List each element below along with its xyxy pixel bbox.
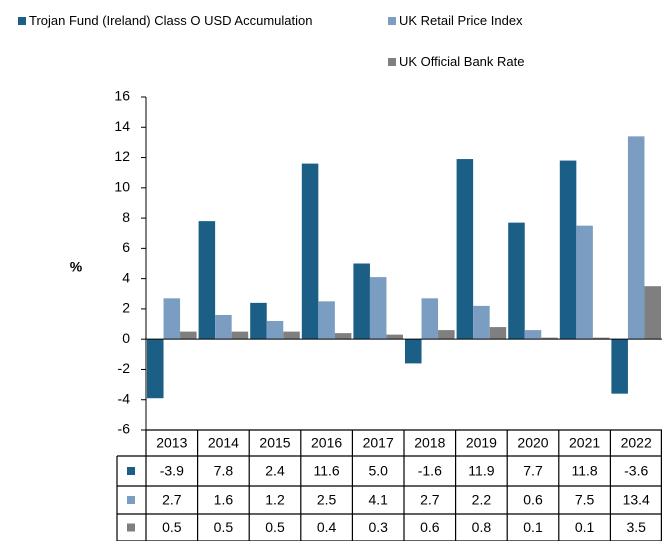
x-tick-label: 2014 (208, 435, 239, 451)
x-tick-label: 2017 (363, 435, 394, 451)
table-cell: 11.9 (468, 463, 494, 479)
table-cell: 0.6 (420, 519, 440, 535)
table-cell: 0.3 (368, 519, 388, 535)
bar (456, 159, 474, 340)
bar (215, 314, 232, 340)
x-tick-label: 2013 (156, 435, 187, 451)
bar (386, 334, 403, 340)
bar (334, 333, 352, 340)
legend-label: UK Official Bank Rate (399, 54, 525, 69)
legend-item: UK Retail Price Index (388, 13, 523, 28)
table-cell: 0.8 (472, 519, 492, 535)
y-tick-label: 4 (122, 269, 130, 285)
table-cell: 2.2 (472, 492, 492, 508)
table-cell: 1.6 (214, 492, 234, 508)
y-tick-label: 8 (122, 209, 130, 225)
table-cell: 11.8 (571, 463, 597, 479)
table-cell: 7.7 (523, 463, 543, 479)
table-cell: -1.6 (418, 463, 442, 479)
table-cell: 2.4 (265, 463, 285, 479)
x-tick-label: 2019 (466, 435, 497, 451)
bar (508, 222, 525, 340)
bar (421, 298, 439, 340)
table-cell: 3.5 (626, 519, 646, 535)
legend-swatch (18, 17, 26, 25)
bar (473, 305, 490, 340)
x-tick-label: 2020 (517, 435, 548, 451)
bar (524, 330, 542, 340)
bar (438, 330, 455, 340)
legend-label: UK Retail Price Index (399, 13, 523, 28)
bar (489, 327, 507, 340)
table-cell: 5.0 (368, 463, 388, 479)
x-tick-label: 2018 (414, 435, 445, 451)
x-tick-label: 2015 (259, 435, 290, 451)
y-tick-label: 16 (114, 88, 130, 104)
legend-item: UK Official Bank Rate (388, 54, 525, 69)
table-cell: 2.7 (162, 492, 182, 508)
bar (405, 339, 422, 364)
table-cell: 11.6 (313, 463, 339, 479)
bar (611, 339, 628, 394)
y-tick-label: 12 (114, 148, 130, 164)
table-cell: -3.6 (624, 463, 648, 479)
legend-label: Trojan Fund (Ireland) Class O USD Accumu… (29, 13, 313, 28)
y-axis-label: % (70, 259, 83, 275)
table-cell: 2.5 (317, 492, 337, 508)
bar (369, 277, 387, 340)
table-cell: 1.2 (265, 492, 285, 508)
y-tick-label: 2 (122, 300, 130, 316)
table-cell: 0.5 (214, 519, 234, 535)
bar (147, 339, 164, 399)
bar (644, 286, 661, 340)
table-cell: 0.5 (162, 519, 182, 535)
x-tick-label: 2021 (569, 435, 600, 451)
table-cell: 7.5 (575, 492, 595, 508)
table-cell: 0.1 (523, 519, 543, 535)
bar (231, 331, 249, 340)
y-tick-label: -4 (118, 390, 131, 406)
y-tick-label: 10 (114, 179, 130, 195)
table-swatch (127, 496, 135, 504)
bar (592, 337, 610, 340)
bar (541, 337, 558, 340)
table-cell: 13.4 (623, 492, 650, 508)
table-cell: 4.1 (368, 492, 388, 508)
legend-swatch (388, 17, 396, 25)
bar (318, 301, 335, 340)
table-cell: 0.6 (523, 492, 543, 508)
bar (266, 321, 284, 340)
bar (180, 331, 197, 340)
table-cell: -3.9 (160, 463, 184, 479)
y-tick-label: -2 (118, 360, 131, 376)
table-cell: 0.1 (575, 519, 595, 535)
bar (627, 136, 645, 340)
bar (559, 160, 577, 340)
bar (163, 298, 181, 340)
y-tick-label: 0 (122, 330, 130, 346)
table-swatch (127, 523, 135, 532)
y-tick-label: 14 (114, 118, 130, 134)
table-cell: 2.7 (420, 492, 440, 508)
bar (283, 331, 300, 340)
table-swatch (127, 467, 135, 475)
table-cell: 7.8 (214, 463, 234, 479)
y-tick-label: 6 (122, 239, 130, 255)
bar (198, 221, 216, 340)
legend-item: Trojan Fund (Ireland) Class O USD Accumu… (18, 13, 329, 28)
x-tick-label: 2022 (621, 435, 652, 451)
legend-swatch (388, 58, 396, 66)
table-cell: 0.4 (317, 519, 337, 535)
bar (576, 225, 593, 340)
bar (353, 263, 370, 340)
bar (250, 302, 267, 340)
y-tick-label: -6 (118, 421, 131, 437)
table-cell: 0.5 (265, 519, 285, 535)
x-tick-label: 2016 (311, 435, 342, 451)
bar (301, 163, 319, 340)
